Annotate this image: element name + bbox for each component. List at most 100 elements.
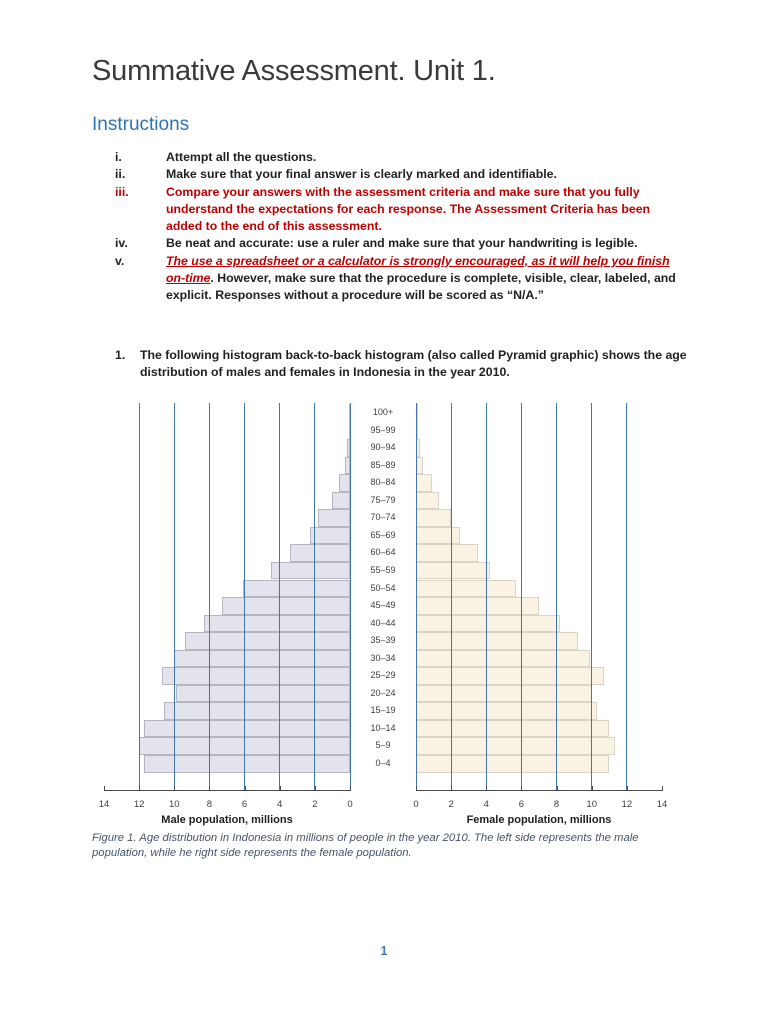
female-gridline bbox=[591, 403, 593, 790]
age-group-label: 90–94 bbox=[370, 442, 396, 453]
age-group-label: 65–69 bbox=[370, 529, 396, 540]
instruction-item-ii: ii. Make sure that your final answer is … bbox=[115, 166, 681, 183]
male-axis-tick bbox=[139, 786, 141, 790]
page-title: Summative Assessment. Unit 1. bbox=[92, 55, 496, 87]
female-gridline bbox=[520, 403, 522, 790]
question-text: The following histogram back-to-back his… bbox=[140, 348, 687, 380]
female-bar bbox=[416, 702, 597, 720]
male-axis-tick bbox=[209, 786, 211, 790]
male-axis-line bbox=[104, 790, 351, 791]
male-bar bbox=[161, 667, 350, 685]
age-group-label: 80–84 bbox=[370, 477, 396, 488]
male-bar bbox=[344, 456, 350, 475]
female-bar bbox=[416, 474, 432, 492]
male-gridline bbox=[138, 403, 140, 790]
figure-caption: Figure 1. Age distribution in Indonesia … bbox=[92, 832, 639, 859]
female-bar bbox=[416, 491, 439, 510]
instruction-number: ii. bbox=[115, 167, 126, 182]
instruction-item-iv: iv. Be neat and accurate: use a ruler an… bbox=[115, 235, 681, 252]
age-group-label: 10–14 bbox=[370, 722, 396, 733]
female-bar bbox=[416, 404, 418, 422]
male-bar bbox=[144, 755, 350, 773]
female-bar bbox=[416, 614, 561, 633]
male-bar bbox=[309, 526, 350, 545]
age-group-label: 70–74 bbox=[370, 512, 396, 523]
instruction-text: Be neat and accurate: use a ruler and ma… bbox=[166, 236, 638, 251]
male-bar bbox=[270, 561, 350, 580]
male-gridline bbox=[279, 403, 281, 790]
male-tick-label: 14 bbox=[98, 799, 110, 810]
female-gridline bbox=[450, 403, 452, 790]
female-axis-tick bbox=[521, 786, 523, 790]
male-axis-tick bbox=[314, 786, 316, 790]
female-axis-tick bbox=[451, 786, 453, 790]
instruction-item-i: i. Attempt all the questions. bbox=[115, 149, 681, 166]
female-axis-tick bbox=[626, 786, 628, 790]
male-axis-tick bbox=[104, 786, 105, 790]
age-group-label: 0–4 bbox=[375, 758, 391, 768]
male-tick-label: 10 bbox=[168, 799, 180, 810]
male-tick-label: 6 bbox=[241, 799, 248, 810]
age-group-label: 20–24 bbox=[370, 687, 396, 698]
age-group-label: 25–29 bbox=[370, 670, 396, 681]
male-axis-tick bbox=[279, 786, 281, 790]
female-bar bbox=[416, 755, 610, 773]
female-tick-label: 0 bbox=[413, 799, 419, 810]
female-bar bbox=[416, 439, 420, 457]
female-bar bbox=[416, 561, 490, 580]
male-bar bbox=[242, 579, 350, 598]
male-bar bbox=[163, 702, 350, 720]
age-group-label: 45–49 bbox=[370, 600, 396, 611]
female-bar bbox=[416, 684, 592, 703]
male-bar bbox=[221, 597, 350, 615]
instruction-text-rest: . However, make sure that the procedure … bbox=[166, 271, 676, 303]
age-group-label: 85–89 bbox=[370, 459, 396, 470]
female-tick-label: 2 bbox=[448, 799, 454, 810]
instruction-text: Make sure that your final answer is clea… bbox=[166, 167, 557, 182]
age-group-label: 100+ bbox=[372, 407, 394, 417]
female-axis-tick bbox=[556, 786, 558, 790]
male-bar bbox=[184, 632, 350, 650]
female-bar bbox=[416, 667, 604, 685]
male-axis-tick bbox=[174, 786, 176, 790]
female-gridline bbox=[556, 403, 558, 790]
female-bar bbox=[416, 544, 478, 562]
female-axis-tick bbox=[486, 786, 488, 790]
female-bar bbox=[416, 526, 460, 545]
male-tick-label: 12 bbox=[133, 799, 145, 810]
instructions-list: i. Attempt all the questions. ii. Make s… bbox=[115, 149, 681, 305]
male-bar bbox=[204, 614, 350, 633]
age-group-label: 75–79 bbox=[370, 494, 396, 505]
page-number-footer: 1 bbox=[380, 944, 388, 958]
female-tick-label: 12 bbox=[621, 799, 633, 810]
female-axis-tick bbox=[416, 786, 417, 790]
male-tick-label: 0 bbox=[347, 799, 353, 810]
pyramid-chart: 100+ 95–99 90–94 85–89 80–84 75–79 70–74 65–69 6… bbox=[99, 403, 667, 833]
male-axis-title: Male population, millions bbox=[161, 814, 293, 826]
female-axis-title: Female population, millions bbox=[466, 814, 612, 826]
male-bar bbox=[332, 491, 350, 510]
instruction-text-emphasis: The use a spreadsheet or a calculator is… bbox=[166, 253, 670, 286]
male-gridline bbox=[349, 403, 351, 790]
instruction-text: Attempt all the questions. bbox=[166, 150, 317, 164]
male-gridline bbox=[244, 403, 246, 790]
male-tick-label: 4 bbox=[277, 799, 283, 810]
female-tick-label: 14 bbox=[656, 799, 668, 810]
female-gridline bbox=[485, 403, 487, 790]
female-bar bbox=[416, 737, 615, 755]
female-axis-line bbox=[416, 790, 663, 791]
male-bar bbox=[176, 684, 350, 703]
male-bar bbox=[174, 649, 350, 668]
female-tick-label: 8 bbox=[553, 799, 560, 810]
female-bar bbox=[416, 509, 452, 527]
instruction-number: v. bbox=[115, 253, 125, 268]
male-bar bbox=[339, 474, 350, 492]
female-bar bbox=[416, 597, 539, 615]
age-group-label: 50–54 bbox=[370, 582, 396, 593]
female-tick-label: 4 bbox=[483, 799, 489, 810]
male-gridline bbox=[208, 403, 210, 790]
female-axis-tick bbox=[591, 786, 593, 790]
female-axis-tick bbox=[662, 786, 663, 790]
age-group-label: 60–64 bbox=[370, 547, 396, 558]
